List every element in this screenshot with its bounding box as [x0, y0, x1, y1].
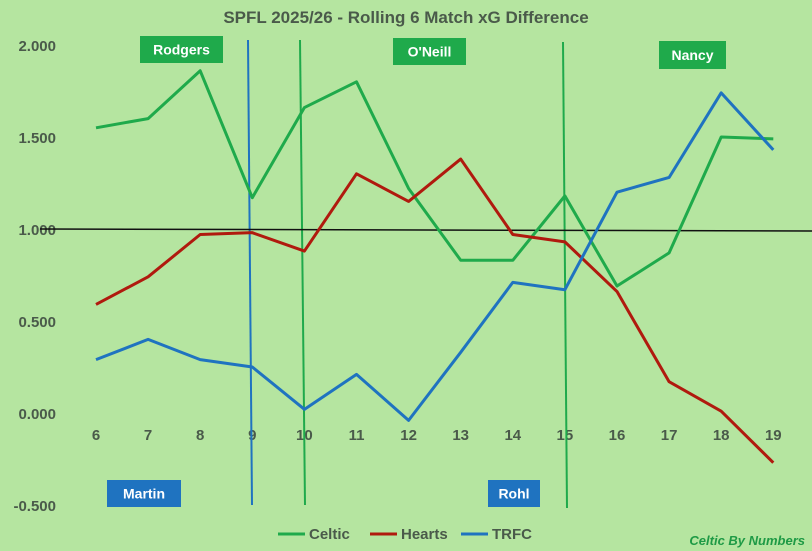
series-lines: [95, 69, 775, 464]
manager-labels: Rodgers Martin O'Neill Rohl Nancy: [107, 36, 726, 507]
legend-label: Hearts: [401, 526, 448, 543]
x-tick-label: 11: [349, 427, 365, 444]
y-axis: 2.000 1.500 1.000 0.500 0.000 -0.500: [13, 38, 56, 515]
source-credit: Celtic By Numbers: [689, 533, 805, 548]
x-tick-label: 18: [713, 427, 730, 444]
reference-line: [39, 228, 812, 232]
x-tick-label: 16: [609, 427, 626, 444]
manager-label: Rodgers: [153, 42, 210, 58]
manager-change-lines: [247, 39, 568, 509]
x-tick-label: 14: [504, 427, 521, 444]
x-tick-label: 19: [765, 427, 782, 444]
legend-label: TRFC: [492, 526, 532, 543]
series-line-celtic: [95, 69, 774, 288]
manager-label: Martin: [123, 486, 165, 502]
y-tick-label: -0.500: [13, 498, 56, 515]
x-tick-label: 8: [196, 427, 204, 444]
manager-label-box: [393, 38, 466, 65]
x-tick-label: 6: [92, 427, 100, 444]
manager-label: Nancy: [671, 47, 713, 63]
reference-line-group: [39, 228, 812, 232]
series-line-hearts: [95, 157, 775, 464]
legend: Celtic Hearts TRFC: [278, 526, 532, 543]
manager-label: Rohl: [498, 486, 529, 502]
x-tick-label: 17: [661, 427, 678, 444]
y-tick-label: 1.000: [18, 222, 56, 239]
x-tick-label: 13: [452, 427, 469, 444]
series-line-trfc: [95, 91, 775, 422]
x-tick-label: 15: [557, 427, 574, 444]
x-tick-label: 7: [144, 427, 152, 444]
chart-title: SPFL 2025/26 - Rolling 6 Match xG Differ…: [223, 8, 588, 27]
y-tick-label: 1.500: [18, 130, 56, 147]
legend-label: Celtic: [309, 526, 350, 543]
manager-change-line: [247, 39, 253, 506]
y-tick-label: 0.000: [18, 406, 56, 423]
manager-label-box: [107, 480, 181, 507]
manager-label: O'Neill: [408, 44, 452, 60]
manager-change-line: [299, 39, 306, 506]
y-tick-label: 0.500: [18, 314, 56, 331]
y-tick-label: 2.000: [18, 38, 56, 55]
x-tick-label: 12: [400, 427, 417, 444]
manager-label-box: [488, 480, 540, 507]
manager-label-box: [659, 41, 726, 69]
manager-change-line: [562, 41, 568, 509]
manager-label-box: [140, 36, 223, 63]
